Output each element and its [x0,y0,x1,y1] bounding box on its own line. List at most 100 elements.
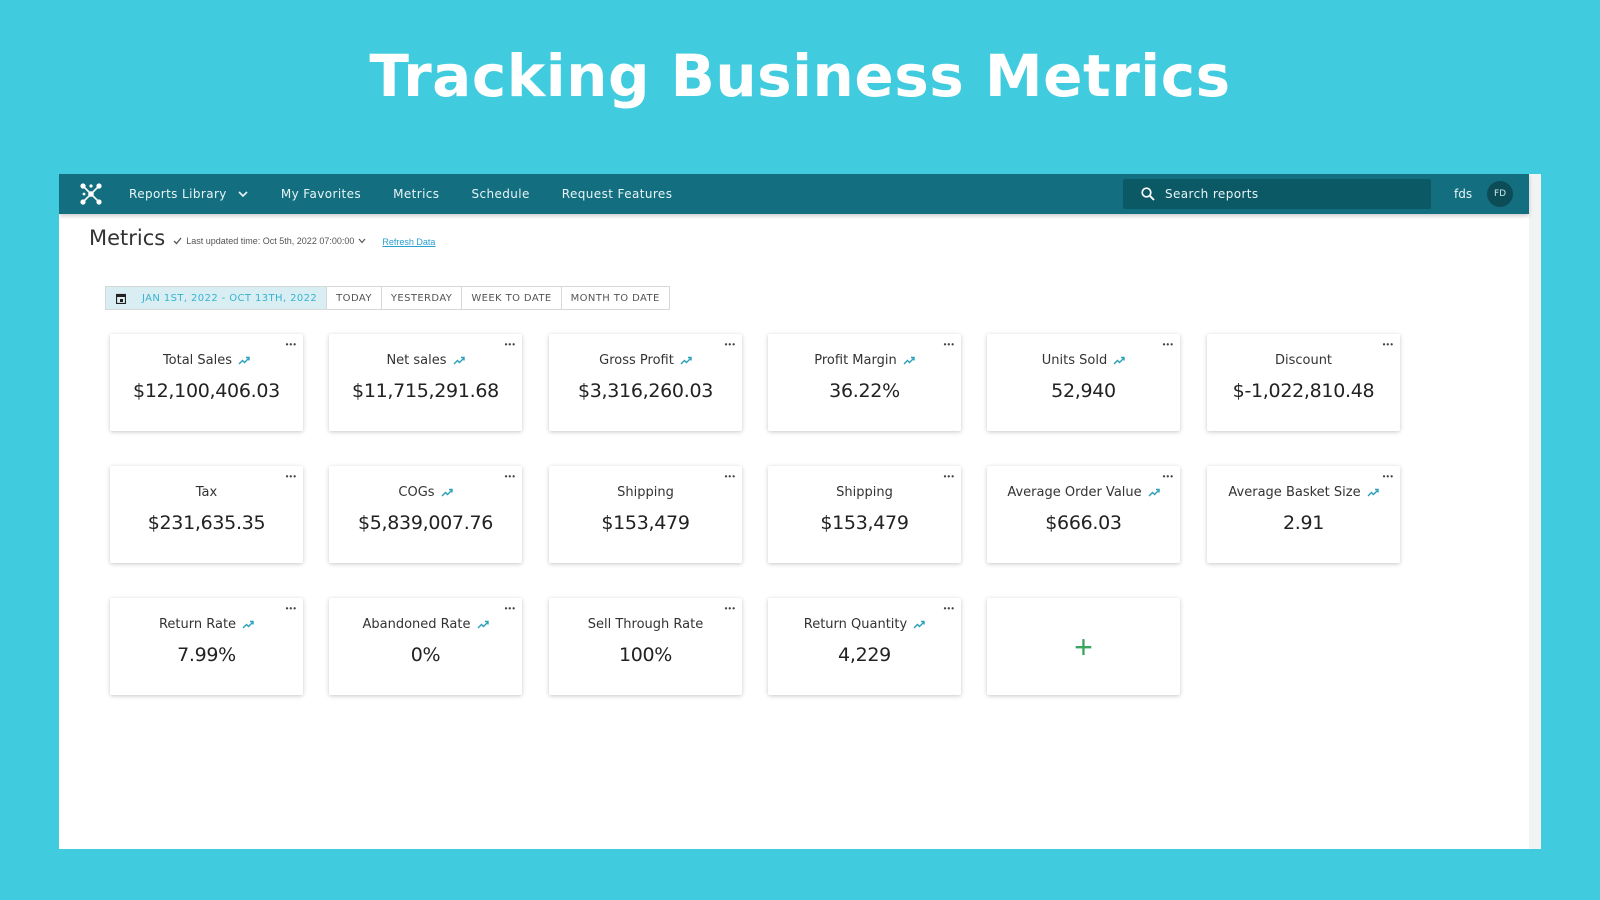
metric-label: Abandoned Rate [362,617,471,632]
metric-value: $231,635.35 [147,512,266,534]
metric-card[interactable]: ••• Shipping $153,479 [549,466,742,563]
metric-card[interactable]: ••• Return Rate 7.99% [110,598,303,695]
metric-label: Tax [195,485,218,500]
metric-label: Return Rate [158,617,237,632]
metric-label: Return Quantity [803,617,908,632]
avatar[interactable]: FD [1487,181,1513,207]
user-name[interactable]: fds [1454,187,1473,201]
trend-up-icon[interactable] [242,620,254,629]
metric-label-row: Average Basket Size [1207,485,1400,500]
trend-up-icon[interactable] [1367,488,1379,497]
trend-up-icon[interactable] [913,620,925,629]
date-range-picker[interactable]: JAN 1ST, 2022 - OCT 13TH, 2022 [106,287,328,309]
scrollbar-track[interactable] [1529,174,1541,849]
more-dots-icon[interactable]: ••• [943,604,955,613]
last-updated-selector[interactable]: Last updated time: Oct 5th, 2022 07:00:0… [173,236,366,246]
filter-today[interactable]: TODAY [327,287,382,309]
metric-card[interactable]: ••• Tax $231,635.35 [110,466,303,563]
nav-request-features[interactable]: Request Features [562,187,673,201]
metric-value: 100% [618,644,673,666]
calendar-icon [116,293,126,304]
metric-label-row: Units Sold [987,353,1180,368]
metric-card[interactable]: ••• Abandoned Rate 0% [329,598,522,695]
metric-value: $5,839,007.76 [357,512,494,534]
metric-card[interactable]: ••• Shipping $153,479 [768,466,961,563]
metric-card[interactable]: ••• Net sales $11,715,291.68 [329,334,522,431]
metric-label-row: Return Quantity [768,617,961,632]
more-dots-icon[interactable]: ••• [285,472,297,481]
metric-card[interactable]: ••• Return Quantity 4,229 [768,598,961,695]
more-dots-icon[interactable]: ••• [1382,472,1394,481]
filter-month-to-date[interactable]: MONTH TO DATE [570,292,660,304]
more-dots-icon[interactable]: ••• [724,340,736,349]
metric-card[interactable]: ••• Sell Through Rate 100% [549,598,742,695]
metric-card[interactable]: ••• Gross Profit $3,316,260.03 [549,334,742,431]
metric-label-row: COGs [329,485,522,500]
metric-label-row: Gross Profit [549,353,742,368]
more-dots-icon[interactable]: ••• [943,340,955,349]
metric-label: Net sales [386,353,447,368]
metric-label: Profit Margin [814,353,897,368]
page-title: Metrics [89,226,166,250]
metric-label-row: Discount [1207,353,1400,368]
more-dots-icon[interactable]: ••• [724,604,736,613]
last-updated-text: Last updated time: Oct 5th, 2022 07:00:0… [186,236,355,246]
date-range-label: JAN 1ST, 2022 - OCT 13TH, 2022 [142,292,318,304]
metric-label: Total Sales [162,353,233,368]
metric-value: 52,940 [1051,380,1116,402]
metric-label-row: Net sales [329,353,522,368]
nav-my-favorites[interactable]: My Favorites [281,187,361,201]
add-metric-card[interactable]: + [987,598,1180,695]
metric-label: Gross Profit [599,353,674,368]
more-dots-icon[interactable]: ••• [504,472,516,481]
search-box[interactable] [1123,179,1431,209]
metric-value: 4,229 [838,644,891,666]
more-dots-icon[interactable]: ••• [504,604,516,613]
search-input[interactable] [1165,187,1405,201]
nav-metrics[interactable]: Metrics [393,187,439,201]
metric-label: Shipping [836,485,893,500]
metric-card[interactable]: ••• Total Sales $12,100,406.03 [110,334,303,431]
chevron-down-icon [358,238,366,244]
filter-yesterday[interactable]: YESTERDAY [382,287,463,309]
more-dots-icon[interactable]: ••• [285,604,297,613]
metric-card[interactable]: ••• Average Order Value $666.03 [987,466,1180,563]
metric-label-row: Shipping [549,485,742,500]
more-dots-icon[interactable]: ••• [724,472,736,481]
more-dots-icon[interactable]: ••• [1162,472,1174,481]
trend-up-icon[interactable] [453,356,465,365]
metric-card[interactable]: ••• Profit Margin 36.22% [768,334,961,431]
metric-label: Discount [1274,353,1333,368]
nav-schedule[interactable]: Schedule [471,187,529,201]
more-dots-icon[interactable]: ••• [504,340,516,349]
metric-value: 7.99% [177,644,236,666]
chevron-down-icon [238,191,248,198]
more-dots-icon[interactable]: ••• [943,472,955,481]
metric-value: $3,316,260.03 [577,380,714,402]
metric-card[interactable]: ••• COGs $5,839,007.76 [329,466,522,563]
metric-label-row: Sell Through Rate [549,617,742,632]
network-logo-icon[interactable] [79,182,103,206]
metric-label-row: Return Rate [110,617,303,632]
more-dots-icon[interactable]: ••• [1162,340,1174,349]
trend-up-icon[interactable] [441,488,453,497]
more-dots-icon[interactable]: ••• [1382,340,1394,349]
metric-label: Sell Through Rate [587,617,704,632]
trend-up-icon[interactable] [1148,488,1160,497]
trend-up-icon[interactable] [680,356,692,365]
metric-card[interactable]: ••• Average Basket Size 2.91 [1207,466,1400,563]
nav-reports-library[interactable]: Reports Library [129,187,249,201]
metric-card[interactable]: ••• Discount $-1,022,810.48 [1207,334,1400,431]
trend-up-icon[interactable] [1113,356,1125,365]
trend-up-icon[interactable] [238,356,250,365]
trend-up-icon[interactable] [903,356,915,365]
trend-up-icon[interactable] [477,620,489,629]
metric-label-row: Tax [110,485,303,500]
metric-value: 0% [410,644,441,666]
more-dots-icon[interactable]: ••• [285,340,297,349]
metric-card[interactable]: ••• Units Sold 52,940 [987,334,1180,431]
nav-item-label: Metrics [393,187,440,201]
filter-week-to-date[interactable]: WEEK TO DATE [462,287,562,309]
nav-item-label: Reports Library [129,187,227,201]
refresh-data-link[interactable]: Refresh Data [382,237,436,247]
